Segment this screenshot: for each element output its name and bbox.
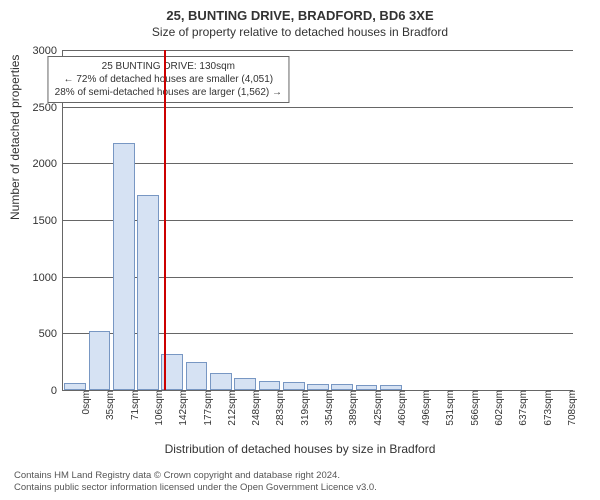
bar bbox=[186, 362, 208, 390]
bar bbox=[210, 373, 232, 390]
bar bbox=[64, 383, 86, 390]
gridline: 3000 bbox=[63, 50, 573, 51]
bar bbox=[283, 382, 305, 390]
x-tick-label: 531sqm bbox=[443, 390, 456, 426]
chart-subtitle: Size of property relative to detached ho… bbox=[0, 23, 600, 39]
bar bbox=[259, 381, 281, 390]
x-tick-label: 319sqm bbox=[298, 390, 311, 426]
footer-line-1: Contains HM Land Registry data © Crown c… bbox=[14, 470, 377, 482]
annotation-line-1: 25 BUNTING DRIVE: 130sqm bbox=[55, 60, 282, 73]
x-axis-label: Distribution of detached houses by size … bbox=[0, 442, 600, 456]
y-tick-label: 0 bbox=[51, 385, 63, 397]
y-tick-label: 3000 bbox=[33, 45, 63, 57]
footer-line-2: Contains public sector information licen… bbox=[14, 482, 377, 494]
x-tick-label: 602sqm bbox=[492, 390, 505, 426]
y-axis-label: Number of detached properties bbox=[8, 55, 22, 220]
y-tick-label: 1000 bbox=[33, 272, 63, 284]
x-tick-label: 566sqm bbox=[468, 390, 481, 426]
x-tick-label: 177sqm bbox=[201, 390, 214, 426]
bar bbox=[113, 143, 135, 390]
y-tick-label: 2000 bbox=[33, 158, 63, 170]
x-tick-label: 106sqm bbox=[152, 390, 165, 426]
x-tick-label: 708sqm bbox=[565, 390, 578, 426]
bar bbox=[234, 378, 256, 390]
chart-title: 25, BUNTING DRIVE, BRADFORD, BD6 3XE bbox=[0, 0, 600, 23]
x-tick-label: 142sqm bbox=[176, 390, 189, 426]
bar bbox=[137, 195, 159, 390]
x-tick-label: 35sqm bbox=[103, 390, 116, 420]
chart-container: 25, BUNTING DRIVE, BRADFORD, BD6 3XE Siz… bbox=[0, 0, 600, 500]
gridline: 2000 bbox=[63, 163, 573, 164]
x-tick-label: 425sqm bbox=[371, 390, 384, 426]
bar bbox=[89, 331, 111, 390]
x-tick-label: 0sqm bbox=[79, 390, 92, 414]
y-tick-label: 500 bbox=[39, 328, 63, 340]
gridline: 2500 bbox=[63, 107, 573, 108]
x-tick-label: 248sqm bbox=[249, 390, 262, 426]
annotation-line-3: 28% of semi-detached houses are larger (… bbox=[55, 86, 282, 99]
x-tick-label: 71sqm bbox=[128, 390, 141, 420]
annotation-box: 25 BUNTING DRIVE: 130sqm ← 72% of detach… bbox=[48, 56, 289, 103]
x-tick-label: 283sqm bbox=[273, 390, 286, 426]
annotation-line-2: ← 72% of detached houses are smaller (4,… bbox=[55, 73, 282, 86]
x-tick-label: 389sqm bbox=[346, 390, 359, 426]
plot-area: 25 BUNTING DRIVE: 130sqm ← 72% of detach… bbox=[62, 50, 573, 391]
property-marker-line bbox=[164, 50, 166, 390]
x-tick-label: 460sqm bbox=[395, 390, 408, 426]
x-tick-label: 354sqm bbox=[322, 390, 335, 426]
attribution-footer: Contains HM Land Registry data © Crown c… bbox=[14, 470, 377, 494]
x-tick-label: 637sqm bbox=[516, 390, 529, 426]
x-tick-label: 496sqm bbox=[419, 390, 432, 426]
x-tick-label: 673sqm bbox=[541, 390, 554, 426]
y-tick-label: 1500 bbox=[33, 215, 63, 227]
x-tick-label: 212sqm bbox=[225, 390, 238, 426]
y-tick-label: 2500 bbox=[33, 102, 63, 114]
